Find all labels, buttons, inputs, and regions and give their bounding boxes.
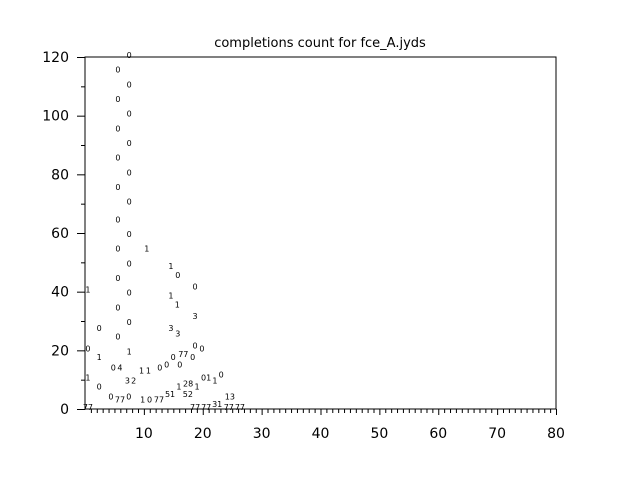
- point-label: 1: [146, 366, 151, 375]
- point-label: 1: [168, 292, 173, 301]
- point-label: 3: [125, 377, 130, 386]
- point-label: 0: [126, 393, 131, 402]
- point-label: 0: [115, 303, 120, 312]
- point-label: 0: [190, 353, 195, 362]
- x-tick-label: 40: [312, 426, 330, 442]
- point-label: 1: [139, 366, 144, 375]
- x-tick-label: 30: [253, 426, 271, 442]
- point-label: 0: [108, 393, 113, 402]
- point-label: 0: [127, 259, 132, 268]
- point-label: 77: [190, 403, 200, 412]
- x-tick-label: 60: [429, 426, 447, 442]
- point-label: 0: [193, 283, 198, 292]
- point-label: 1: [97, 353, 102, 362]
- point-label: 3: [175, 330, 180, 339]
- point-label: 4: [117, 363, 122, 372]
- point-label: 0: [85, 344, 90, 353]
- point-label: 77: [235, 403, 245, 412]
- y-tick-label: 120: [42, 50, 69, 66]
- point-label: 77: [154, 396, 164, 405]
- point-label: 1: [85, 286, 90, 295]
- point-label: 0: [115, 274, 120, 283]
- point-label: 1: [175, 300, 180, 309]
- point-label: 0: [127, 168, 132, 177]
- point-label: 0: [115, 333, 120, 342]
- point-label: 1: [194, 382, 199, 391]
- x-tick-label: 80: [547, 426, 565, 442]
- point-label: 1: [144, 245, 149, 254]
- point-label: 0: [97, 324, 102, 333]
- y-tick-label: 40: [51, 285, 69, 301]
- point-label: 0: [115, 183, 120, 192]
- point-label: 0: [219, 371, 224, 380]
- point-label: 13: [225, 393, 235, 402]
- y-tick-label: 60: [51, 226, 69, 242]
- point-label: 77: [178, 350, 188, 359]
- point-label: 0: [199, 344, 204, 353]
- point-label: 0: [115, 215, 120, 224]
- point-label: 1: [127, 347, 132, 356]
- point-label: 0: [127, 51, 132, 60]
- point-label: 0: [127, 318, 132, 327]
- point-label: 1: [176, 382, 181, 391]
- chart-title: completions count for fce_A.jyds: [214, 36, 426, 51]
- point-label: 77: [201, 403, 211, 412]
- point-label: 0: [127, 110, 132, 119]
- plot-frame: [84, 56, 557, 410]
- x-tick-label: 10: [135, 426, 153, 442]
- point-label: 0: [115, 95, 120, 104]
- y-tick-label: 100: [42, 109, 69, 125]
- point-label: 3: [193, 312, 198, 321]
- point-label: 3: [168, 324, 173, 333]
- point-label: 0: [127, 289, 132, 298]
- point-label: 52: [183, 390, 193, 399]
- point-label: 77: [83, 403, 93, 412]
- point-label: 77: [115, 396, 125, 405]
- point-label: 51: [165, 390, 175, 399]
- y-tick-label: 0: [60, 402, 69, 418]
- point-label: 0: [157, 363, 162, 372]
- point-label: 1: [168, 262, 173, 271]
- x-tick-label: 50: [370, 426, 388, 442]
- point-label: 0: [175, 271, 180, 280]
- x-tick-label: 70: [488, 426, 506, 442]
- point-label: 0: [115, 66, 120, 75]
- point-label: 1: [212, 377, 217, 386]
- point-label: 28: [183, 380, 193, 389]
- point-label: 0: [97, 382, 102, 391]
- point-label: 01: [201, 374, 211, 383]
- point-label: 0: [115, 154, 120, 163]
- y-tick-label: 20: [51, 343, 69, 359]
- point-label: 0: [193, 341, 198, 350]
- point-label: 0: [164, 360, 169, 369]
- point-label: 2: [131, 377, 136, 386]
- point-label: 0: [127, 230, 132, 239]
- x-tick-label: 20: [194, 426, 212, 442]
- point-label: 1: [140, 396, 145, 405]
- point-label: 31: [212, 400, 222, 409]
- point-label: 0: [177, 360, 182, 369]
- y-tick-label: 80: [51, 167, 69, 183]
- point-label: 0: [127, 139, 132, 148]
- point-label: 0: [147, 396, 152, 405]
- point-label: 0: [127, 80, 132, 89]
- point-label: 0: [127, 198, 132, 207]
- point-label: 0: [171, 353, 176, 362]
- point-label: 0: [115, 245, 120, 254]
- point-label: 0: [115, 124, 120, 133]
- point-label: 0: [111, 363, 116, 372]
- point-label: 1: [85, 374, 90, 383]
- point-label: 77: [224, 403, 234, 412]
